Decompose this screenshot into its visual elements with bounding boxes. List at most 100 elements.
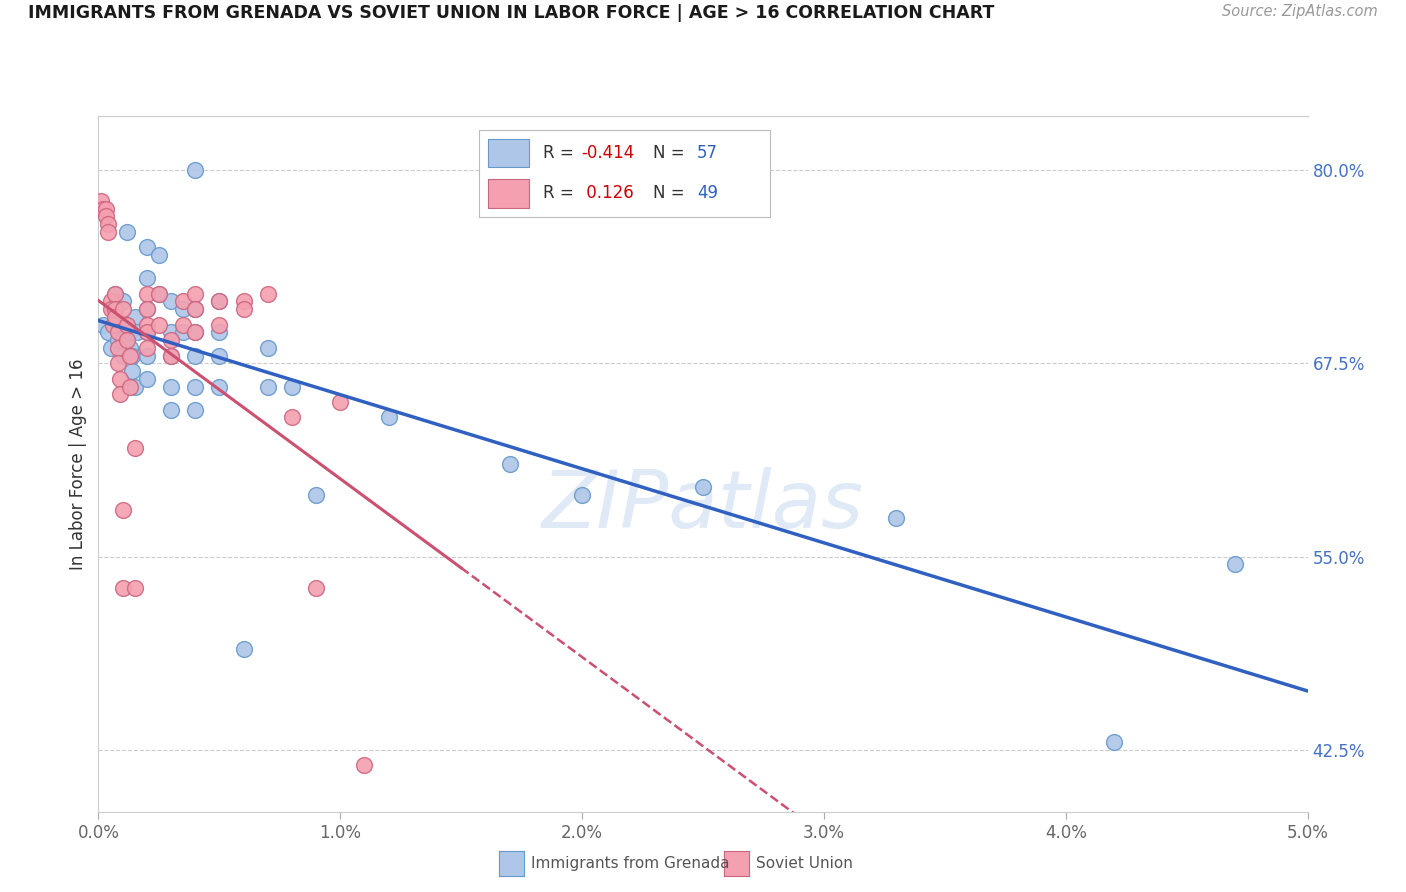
Point xyxy=(172,294,194,309)
Point xyxy=(160,326,183,340)
Point xyxy=(208,318,231,332)
Point xyxy=(100,302,122,317)
Point xyxy=(107,356,129,370)
Point xyxy=(135,271,157,285)
Point xyxy=(148,248,170,262)
Point xyxy=(571,488,593,502)
Point xyxy=(117,318,139,332)
Point xyxy=(135,349,157,363)
Point xyxy=(111,333,134,347)
Point xyxy=(101,302,124,317)
Text: Source: ZipAtlas.com: Source: ZipAtlas.com xyxy=(1222,4,1378,20)
Point xyxy=(100,294,122,309)
Point xyxy=(281,410,304,425)
Point xyxy=(94,202,117,216)
Point xyxy=(91,318,114,332)
Point xyxy=(184,302,207,317)
Point xyxy=(124,581,146,595)
Point xyxy=(160,349,183,363)
Point xyxy=(305,581,328,595)
Point xyxy=(104,286,127,301)
Point xyxy=(160,402,183,417)
Point xyxy=(160,379,183,393)
Point xyxy=(160,294,183,309)
Point xyxy=(208,349,231,363)
Point xyxy=(172,302,194,317)
Point xyxy=(97,326,120,340)
Text: IMMIGRANTS FROM GRENADA VS SOVIET UNION IN LABOR FORCE | AGE > 16 CORRELATION CH: IMMIGRANTS FROM GRENADA VS SOVIET UNION … xyxy=(28,4,994,22)
Text: Soviet Union: Soviet Union xyxy=(756,856,853,871)
Point xyxy=(121,349,143,363)
Point xyxy=(232,302,254,317)
Point xyxy=(148,318,170,332)
Point xyxy=(108,372,131,386)
Point xyxy=(160,349,183,363)
Point xyxy=(377,410,399,425)
Point xyxy=(208,326,231,340)
Point xyxy=(94,210,117,224)
Point xyxy=(256,341,278,355)
Point xyxy=(107,333,129,347)
Point xyxy=(135,302,157,317)
Y-axis label: In Labor Force | Age > 16: In Labor Force | Age > 16 xyxy=(69,358,87,570)
Point xyxy=(117,333,139,347)
Point xyxy=(208,379,231,393)
Point xyxy=(107,341,129,355)
Point xyxy=(118,379,141,393)
Point xyxy=(127,326,149,340)
Point xyxy=(107,318,129,332)
Point xyxy=(135,326,157,340)
Point xyxy=(121,364,143,378)
Point xyxy=(118,341,141,355)
Point xyxy=(104,302,127,317)
Point xyxy=(148,286,170,301)
Text: ZIPatlas: ZIPatlas xyxy=(541,467,865,545)
Point xyxy=(135,240,157,254)
Point xyxy=(172,318,194,332)
Point xyxy=(305,488,328,502)
Point xyxy=(184,163,207,178)
Point xyxy=(184,302,207,317)
Point xyxy=(135,372,157,386)
Point xyxy=(117,318,139,332)
Point xyxy=(1102,735,1125,749)
Point xyxy=(232,294,254,309)
Point xyxy=(184,326,207,340)
Point xyxy=(111,581,134,595)
Point xyxy=(184,349,207,363)
Point xyxy=(107,326,129,340)
Point xyxy=(208,294,231,309)
Point xyxy=(886,511,908,525)
Point xyxy=(160,333,183,347)
Point xyxy=(184,286,207,301)
Point xyxy=(135,286,157,301)
Point xyxy=(91,202,114,216)
Point xyxy=(97,225,120,239)
Point xyxy=(232,642,254,657)
Point xyxy=(353,758,375,772)
Point xyxy=(118,349,141,363)
Point xyxy=(1223,558,1246,572)
Point xyxy=(184,402,207,417)
Point xyxy=(100,341,122,355)
Point xyxy=(90,194,112,208)
Point xyxy=(111,503,134,517)
Point xyxy=(97,217,120,231)
Point xyxy=(135,302,157,317)
Point xyxy=(498,457,520,471)
Point xyxy=(184,379,207,393)
Point xyxy=(135,326,157,340)
Point xyxy=(111,318,134,332)
Point xyxy=(118,326,141,340)
Point xyxy=(692,480,714,494)
Point xyxy=(111,349,134,363)
Point xyxy=(124,310,146,324)
Point xyxy=(124,442,146,456)
Point xyxy=(108,387,131,401)
Point xyxy=(256,379,278,393)
Text: Immigrants from Grenada: Immigrants from Grenada xyxy=(531,856,730,871)
Point xyxy=(111,294,134,309)
Point xyxy=(184,326,207,340)
Point xyxy=(208,294,231,309)
Point xyxy=(117,225,139,239)
